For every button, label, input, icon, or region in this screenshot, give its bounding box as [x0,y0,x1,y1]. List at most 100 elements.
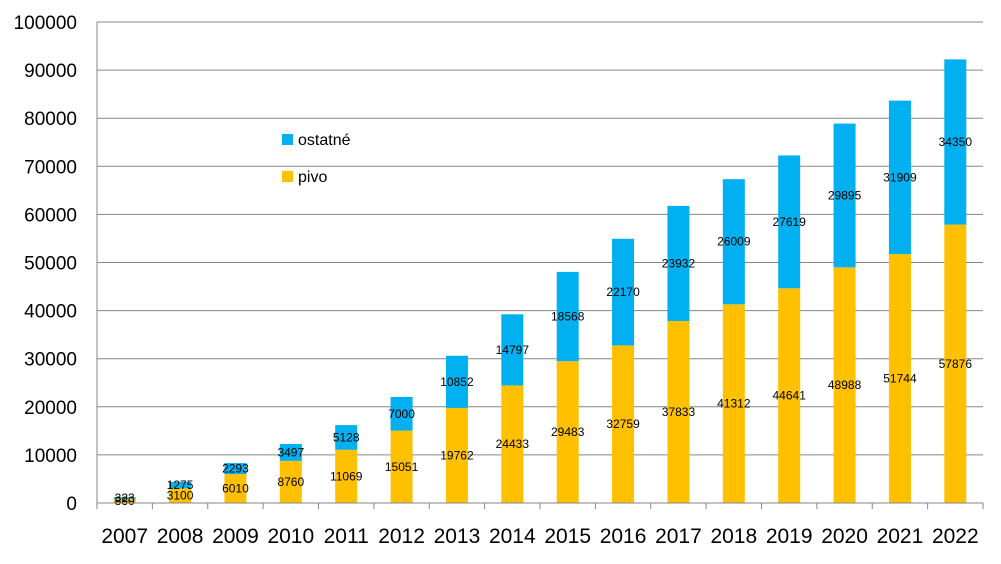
bar-segment-ostatne [888,100,911,255]
x-tick-label: 2015 [544,525,591,548]
x-tick-label: 2013 [434,525,481,548]
x-tick-label: 2008 [157,525,204,548]
y-tick-label: 40000 [24,302,77,323]
bars [113,59,967,503]
x-tick-label: 2014 [489,525,536,548]
data-label: 27619 [773,215,807,229]
legend-swatch [282,134,293,145]
bar-segment-pivo [888,254,911,503]
x-tick-label: 2016 [600,525,647,548]
data-label: 29895 [828,188,862,202]
data-label: 22170 [606,285,640,299]
y-tick-label: 20000 [24,398,77,419]
bar-segment-pivo [335,449,358,503]
y-tick-label: 0 [66,494,77,515]
bar-segment-pivo [501,385,524,503]
data-label: 3497 [277,445,304,459]
bar-segment-pivo [169,488,192,503]
axes [96,22,984,509]
data-label: 3100 [167,489,194,503]
bar-segment-ostatne [833,123,856,268]
bar-segment-pivo [778,288,801,503]
bar-segment-ostatne [501,314,524,386]
data-label: 18568 [551,310,585,324]
bar-segment-pivo [279,460,302,503]
bar-segment-ostatne [279,444,302,461]
bar-segment-ostatne [169,481,192,489]
bar-segment-pivo [833,267,856,503]
data-label: 34350 [939,135,973,149]
data-label: 26009 [717,235,751,249]
x-tick-label: 2022 [932,525,979,548]
x-tick-label: 2021 [877,525,924,548]
data-label: 15051 [385,460,419,474]
y-tick-label: 10000 [24,446,77,467]
bar-segment-ostatne [667,205,690,322]
y-tick-label: 100000 [14,13,77,34]
bar-segment-pivo [612,345,635,503]
data-label: 24433 [496,437,530,451]
data-label: 29483 [551,425,585,439]
x-tick-label: 2010 [267,525,314,548]
data-label: 14797 [496,343,530,357]
x-tick-label: 2012 [378,525,425,548]
data-label: 5128 [333,430,360,444]
y-axis-ticks: 0 10000 20000 30000 40000 50000 60000 70000 8000… [14,13,77,515]
data-label: 51744 [883,372,917,386]
bar-segment-ostatne [778,155,801,289]
bar-segment-pivo [445,407,468,503]
y-tick-label: 60000 [24,205,77,226]
legend-label: pivo [298,169,327,186]
x-tick-label: 2009 [212,525,259,548]
data-label: 2293 [222,462,249,476]
data-label: 323 [115,491,135,505]
x-tick-label: 2019 [766,525,813,548]
data-label: 23932 [662,256,696,270]
bar-segment-ostatne [445,355,468,408]
bar-segment-ostatne [612,238,635,346]
x-tick-label: 2007 [101,525,148,548]
y-tick-label: 90000 [24,61,77,82]
data-label: 32759 [606,417,640,431]
bar-segment-pivo [722,304,745,503]
bar-segment-ostatne [113,497,136,499]
bar-segment-pivo [944,224,967,503]
bar-segment-pivo [390,430,413,503]
bar-segment-ostatne [390,396,413,431]
y-tick-label: 50000 [24,254,77,275]
x-tick-label: 2020 [821,525,868,548]
data-label: 7000 [388,407,415,421]
bar-segment-ostatne [944,59,967,225]
data-label: 44641 [773,389,807,403]
bar-segment-ostatne [722,179,745,305]
y-tick-label: 80000 [24,109,77,130]
data-label: 8760 [277,475,304,489]
data-label: 11069 [330,469,363,483]
data-label: 10852 [440,375,474,389]
data-label: 48988 [828,378,862,392]
data-label: 880 [115,494,135,508]
bar-segment-pivo [224,474,247,503]
data-label: 57876 [939,357,973,371]
data-label: 41312 [717,397,751,411]
gridlines [97,21,983,456]
data-label: 1275 [167,478,194,492]
bar-segment-pivo [667,321,690,503]
data-label: 37833 [662,405,696,419]
y-tick-label: 70000 [24,157,77,178]
data-label: 6010 [222,482,249,496]
x-axis-ticks: 2007 2008 2009 2010 2011 2012 2013 2014 2015 2016… [101,525,978,548]
x-tick-label: 2011 [324,525,369,548]
bar-segment-ostatne [335,425,358,450]
legend: ostatné pivo [282,132,351,186]
bar-segment-pivo [556,361,579,503]
y-tick-label: 30000 [24,350,77,371]
x-tick-label: 2017 [655,525,702,548]
legend-swatch [282,171,293,182]
data-label: 19762 [440,448,474,462]
bar-segment-ostatne [556,271,579,362]
x-tick-label: 2018 [710,525,757,548]
legend-label: ostatné [298,132,351,149]
